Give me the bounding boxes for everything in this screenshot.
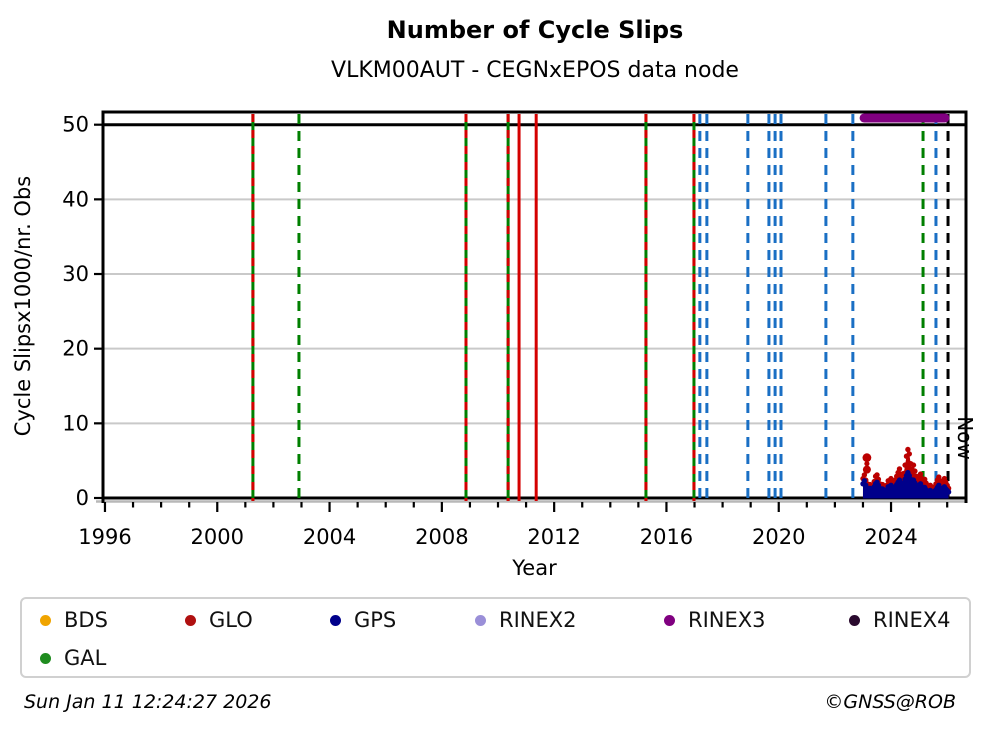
glo-marker-icon xyxy=(185,614,196,626)
legend-item-bds: BDS xyxy=(40,607,108,633)
credit-text: ©GNSS@ROB xyxy=(824,691,956,713)
rinex4-marker-icon xyxy=(849,614,860,626)
y-tick-label: 30 xyxy=(62,262,89,286)
axis-ticks: 1996 2000 2004 2008 2012 2016 2020 2024 0 10 20 30 4… xyxy=(62,113,949,549)
legend-label-bds: BDS xyxy=(64,608,108,632)
legend-label-rinex2: RINEX2 xyxy=(499,608,577,632)
gridlines xyxy=(96,198,966,503)
hlines xyxy=(103,123,966,500)
x-tick-label: 2004 xyxy=(303,525,356,549)
legend-label-glo: GLO xyxy=(209,608,253,632)
y-tick-label: 20 xyxy=(62,337,89,361)
chart-subtitle: VLKM00AUT - CEGNxEPOS data node xyxy=(331,58,739,83)
x-tick-label: 2008 xyxy=(415,525,468,549)
legend-label-gps: GPS xyxy=(354,608,397,632)
legend-item-rinex2: RINEX2 xyxy=(475,607,577,633)
x-tick-label: 2012 xyxy=(527,525,580,549)
bds-marker-icon xyxy=(40,614,51,626)
y-axis-label: Cycle Slipsx1000/nr. Obs xyxy=(11,176,35,436)
legend-item-gal: GAL xyxy=(40,645,106,671)
x-tick-label: 1996 xyxy=(78,525,131,549)
gps-marker-icon xyxy=(330,614,341,626)
y-tick-label: 10 xyxy=(62,411,89,435)
chart-title: Number of Cycle Slips xyxy=(386,16,684,44)
scatter-outliers xyxy=(862,453,872,474)
rinex3-marker-icon xyxy=(664,614,675,626)
legend-label-gal: GAL xyxy=(64,646,107,670)
x-tick-label: 2024 xyxy=(864,525,917,549)
event-lines xyxy=(251,114,950,501)
x-axis-label: Year xyxy=(511,556,557,580)
now-label: Now xyxy=(953,416,977,460)
x-tick-label: 2016 xyxy=(640,525,693,549)
chart-legend: BDS GLO GPS RINEX2 RINEX3 RINEX4 GAL xyxy=(20,597,971,678)
rinex2-marker-icon xyxy=(475,614,486,626)
y-tick-label: 0 xyxy=(76,486,89,510)
x-tick-label: 2020 xyxy=(752,525,805,549)
scatter-gps xyxy=(860,469,952,499)
gal-marker-icon xyxy=(40,652,51,664)
plot-frame xyxy=(101,110,968,503)
plot-timestamp: Sun Jan 11 12:24:27 2026 xyxy=(24,691,272,713)
legend-label-rinex3: RINEX3 xyxy=(688,608,766,632)
legend-label-rinex4: RINEX4 xyxy=(873,608,951,632)
legend-item-glo: GLO xyxy=(185,607,253,633)
y-tick-label: 40 xyxy=(62,187,89,211)
legend-item-rinex4: RINEX4 xyxy=(849,607,951,633)
y-tick-label: 50 xyxy=(62,113,89,137)
axis-labels: Year Cycle Slipsx1000/nr. Obs Now xyxy=(11,176,977,580)
legend-item-gps: GPS xyxy=(330,607,396,633)
legend-item-rinex3: RINEX3 xyxy=(664,607,766,633)
x-tick-label: 2000 xyxy=(191,525,244,549)
